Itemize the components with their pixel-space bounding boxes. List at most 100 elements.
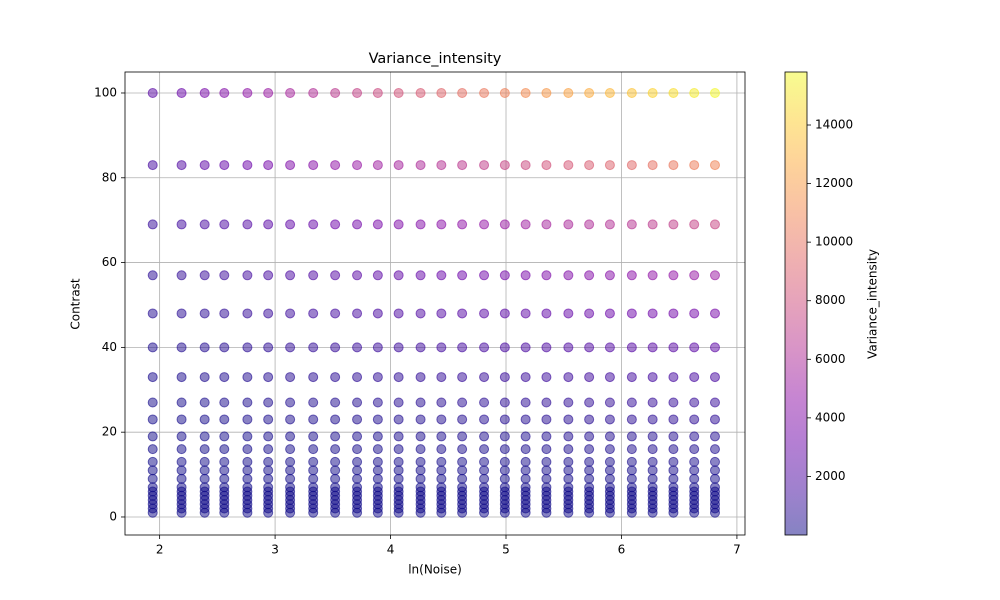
point bbox=[147, 465, 158, 476]
point bbox=[584, 372, 595, 383]
point bbox=[285, 160, 296, 171]
point bbox=[626, 219, 637, 230]
point bbox=[415, 456, 426, 467]
point bbox=[415, 270, 426, 281]
point bbox=[709, 414, 720, 425]
point bbox=[263, 308, 274, 319]
point bbox=[584, 444, 595, 455]
y-axis-label: Contrast bbox=[69, 278, 83, 330]
point bbox=[563, 160, 574, 171]
point bbox=[393, 372, 404, 383]
point bbox=[308, 270, 319, 281]
point bbox=[563, 342, 574, 353]
point bbox=[499, 456, 510, 467]
point bbox=[668, 431, 679, 442]
point bbox=[263, 414, 274, 425]
point bbox=[479, 456, 490, 467]
point bbox=[709, 456, 720, 467]
point bbox=[242, 372, 253, 383]
point bbox=[626, 372, 637, 383]
point bbox=[415, 465, 426, 476]
point bbox=[626, 456, 637, 467]
point bbox=[541, 444, 552, 455]
point bbox=[242, 219, 253, 230]
point bbox=[479, 342, 490, 353]
point bbox=[563, 473, 574, 484]
point bbox=[415, 473, 426, 484]
point bbox=[308, 87, 319, 98]
point bbox=[415, 372, 426, 383]
point bbox=[415, 507, 426, 518]
point bbox=[479, 444, 490, 455]
point bbox=[330, 219, 341, 230]
point bbox=[520, 160, 531, 171]
point bbox=[541, 160, 552, 171]
point bbox=[689, 160, 700, 171]
point bbox=[199, 160, 210, 171]
point bbox=[689, 219, 700, 230]
point bbox=[242, 473, 253, 484]
point bbox=[285, 342, 296, 353]
point bbox=[604, 270, 615, 281]
point bbox=[199, 270, 210, 281]
point bbox=[263, 87, 274, 98]
point bbox=[285, 473, 296, 484]
point bbox=[242, 507, 253, 518]
point bbox=[219, 372, 230, 383]
point bbox=[520, 414, 531, 425]
point bbox=[709, 473, 720, 484]
point bbox=[176, 444, 187, 455]
point bbox=[457, 397, 468, 408]
point bbox=[285, 270, 296, 281]
point bbox=[372, 308, 383, 319]
point bbox=[352, 431, 363, 442]
point bbox=[479, 431, 490, 442]
point bbox=[626, 465, 637, 476]
point bbox=[415, 397, 426, 408]
point bbox=[372, 414, 383, 425]
point bbox=[436, 444, 447, 455]
point bbox=[176, 342, 187, 353]
point bbox=[147, 507, 158, 518]
point bbox=[352, 160, 363, 171]
point bbox=[626, 444, 637, 455]
point bbox=[541, 465, 552, 476]
point bbox=[147, 342, 158, 353]
point bbox=[584, 87, 595, 98]
point bbox=[520, 342, 531, 353]
point bbox=[604, 414, 615, 425]
point bbox=[285, 444, 296, 455]
point bbox=[285, 308, 296, 319]
point bbox=[415, 414, 426, 425]
point bbox=[584, 465, 595, 476]
point bbox=[147, 397, 158, 408]
point bbox=[457, 160, 468, 171]
point bbox=[263, 507, 274, 518]
point bbox=[436, 372, 447, 383]
point bbox=[689, 507, 700, 518]
point bbox=[626, 308, 637, 319]
point bbox=[285, 465, 296, 476]
plot-frame bbox=[124, 71, 746, 536]
point bbox=[626, 160, 637, 171]
point bbox=[604, 456, 615, 467]
point bbox=[372, 87, 383, 98]
point bbox=[330, 308, 341, 319]
point bbox=[176, 219, 187, 230]
point bbox=[285, 431, 296, 442]
point bbox=[372, 160, 383, 171]
point bbox=[308, 431, 319, 442]
point bbox=[584, 397, 595, 408]
point bbox=[584, 456, 595, 467]
chart-title: Variance_intensity bbox=[369, 51, 502, 67]
point bbox=[541, 308, 552, 319]
point bbox=[541, 219, 552, 230]
point bbox=[499, 308, 510, 319]
point bbox=[499, 397, 510, 408]
point bbox=[308, 342, 319, 353]
point bbox=[436, 414, 447, 425]
point bbox=[242, 342, 253, 353]
axes: 2 3 4 5 6 7 0 20 40 60 80 100 2000 4000 6000 8000 10000 1… bbox=[94, 85, 853, 556]
point bbox=[372, 431, 383, 442]
point bbox=[285, 87, 296, 98]
